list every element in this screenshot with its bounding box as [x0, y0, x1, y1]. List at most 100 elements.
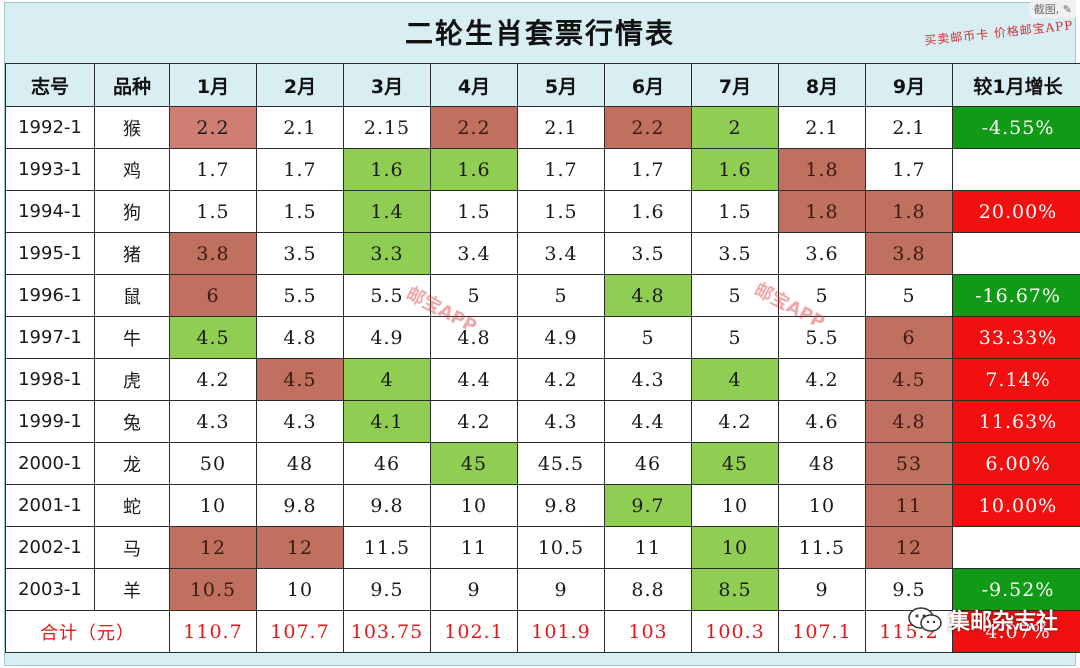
total-row: 合计（元） 110.7 107.7 103.75 102.1 101.9 103 100.3 1…: [5, 610, 1080, 653]
row-code: 1993-1: [5, 148, 95, 191]
price-cell: 4.8: [604, 274, 692, 317]
price-cell: 4.2: [517, 358, 605, 401]
price-cell: 8.8: [604, 568, 692, 611]
price-cell: 1.8: [778, 190, 866, 233]
row-code: 1992-1: [5, 106, 95, 149]
price-cell: 5: [517, 274, 605, 317]
growth-cell: [952, 232, 1080, 275]
price-cell: 5.5: [343, 274, 431, 317]
table-row: 1997-1 牛 4.5 4.8 4.9 4.8 4.9 5 5 5.5 6 33.33%: [5, 316, 1080, 359]
row-kind: 鸡: [94, 148, 170, 191]
price-cell: 1.5: [517, 190, 605, 233]
table-row: 1995-1 猪 3.8 3.5 3.3 3.4 3.4 3.5 3.5 3.6 3.8: [5, 232, 1080, 275]
price-cell: 2.1: [256, 106, 344, 149]
total-cell: 102.1: [430, 610, 518, 653]
screenshot-tag[interactable]: 截图, ✎: [1029, 0, 1076, 18]
price-cell: 2.2: [169, 106, 257, 149]
price-cell: 11.5: [778, 526, 866, 569]
price-cell: 4.8: [865, 400, 953, 443]
column-header: 5月: [517, 63, 605, 107]
price-cell: 11.5: [343, 526, 431, 569]
price-table: 志号 品种 1月 2月 3月 4月 5月 6月 7月 8月 9月 较1月增长 1992-1 猴 2.2 2.…: [5, 63, 1080, 653]
price-cell: 10: [169, 484, 257, 527]
price-cell: 1.6: [343, 148, 431, 191]
wechat-label: 集邮杂志社: [947, 610, 1058, 635]
price-cell: 12: [256, 526, 344, 569]
price-cell: 1.7: [517, 148, 605, 191]
price-cell: 4.8: [430, 316, 518, 359]
column-header: 1月: [169, 63, 257, 107]
growth-cell: 7.14%: [952, 358, 1080, 401]
price-cell: 10.5: [169, 568, 257, 611]
price-cell: 9.5: [343, 568, 431, 611]
price-cell: 10: [778, 484, 866, 527]
price-cell: 5: [691, 274, 779, 317]
header-row: 志号 品种 1月 2月 3月 4月 5月 6月 7月 8月 9月 较1月增长: [5, 63, 1080, 107]
growth-cell: -16.67%: [952, 274, 1080, 317]
total-cell: 107.1: [778, 610, 866, 653]
column-header: 4月: [430, 63, 518, 107]
price-cell: 12: [169, 526, 257, 569]
row-code: 1994-1: [5, 190, 95, 233]
growth-cell: 11.63%: [952, 400, 1080, 443]
price-cell: 3.5: [604, 232, 692, 275]
price-cell: 9.8: [256, 484, 344, 527]
row-kind: 马: [94, 526, 170, 569]
column-header: 6月: [604, 63, 692, 107]
table-row: 1993-1 鸡 1.7 1.7 1.6 1.6 1.7 1.7 1.6 1.8 1.7: [5, 148, 1080, 191]
column-header: 2月: [256, 63, 344, 107]
row-code: 2003-1: [5, 568, 95, 611]
row-code: 1999-1: [5, 400, 95, 443]
price-cell: 4.3: [604, 358, 692, 401]
price-cell: 9.8: [343, 484, 431, 527]
price-cell: 4.2: [691, 400, 779, 443]
price-cell: 46: [604, 442, 692, 485]
price-cell: 11: [865, 484, 953, 527]
row-code: 2000-1: [5, 442, 95, 485]
column-header: 较1月增长: [952, 63, 1080, 107]
table-body: 1992-1 猴 2.2 2.1 2.15 2.2 2.1 2.2 2 2.1 2.1 -4.55% 1…: [5, 106, 1080, 653]
price-cell: 1.5: [256, 190, 344, 233]
growth-cell: [952, 526, 1080, 569]
price-cell: 2: [691, 106, 779, 149]
row-kind: 猪: [94, 232, 170, 275]
price-cell: 9.7: [604, 484, 692, 527]
price-cell: 3.5: [256, 232, 344, 275]
price-cell: 4.5: [169, 316, 257, 359]
price-cell: 10: [256, 568, 344, 611]
column-header: 3月: [343, 63, 431, 107]
growth-cell: -9.52%: [952, 568, 1080, 611]
growth-cell: 6.00%: [952, 442, 1080, 485]
price-cell: 45: [430, 442, 518, 485]
price-cell: 1.8: [865, 190, 953, 233]
row-kind: 虎: [94, 358, 170, 401]
row-kind: 狗: [94, 190, 170, 233]
price-cell: 3.4: [430, 232, 518, 275]
price-cell: 1.5: [169, 190, 257, 233]
price-cell: 5: [604, 316, 692, 359]
price-cell: 1.6: [604, 190, 692, 233]
price-cell: 48: [256, 442, 344, 485]
price-cell: 9.5: [865, 568, 953, 611]
price-cell: 1.7: [604, 148, 692, 191]
page-title: 二轮生肖套票行情表: [404, 17, 675, 50]
price-cell: 1.7: [169, 148, 257, 191]
table-row: 2000-1 龙 50 48 46 45 45.5 46 45 48 53 6.00%: [5, 442, 1080, 485]
row-code: 1996-1: [5, 274, 95, 317]
total-cell: 110.7: [169, 610, 257, 653]
price-cell: 5.5: [256, 274, 344, 317]
price-cell: 2.2: [430, 106, 518, 149]
wechat-badge: 集邮杂志社: [908, 604, 1058, 636]
row-code: 1995-1: [5, 232, 95, 275]
table-row: 2001-1 蛇 10 9.8 9.8 10 9.8 9.7 10 10 11 10.00%: [5, 484, 1080, 527]
title-bar: 二轮生肖套票行情表: [4, 2, 1076, 62]
price-cell: 4.2: [430, 400, 518, 443]
price-cell: 10: [691, 526, 779, 569]
wechat-icon: [908, 607, 942, 633]
price-cell: 3.5: [691, 232, 779, 275]
row-code: 1997-1: [5, 316, 95, 359]
price-cell: 11: [604, 526, 692, 569]
row-kind: 兔: [94, 400, 170, 443]
price-cell: 3.4: [517, 232, 605, 275]
table-row: 1992-1 猴 2.2 2.1 2.15 2.2 2.1 2.2 2 2.1 2.1 -4.55%: [5, 106, 1080, 149]
